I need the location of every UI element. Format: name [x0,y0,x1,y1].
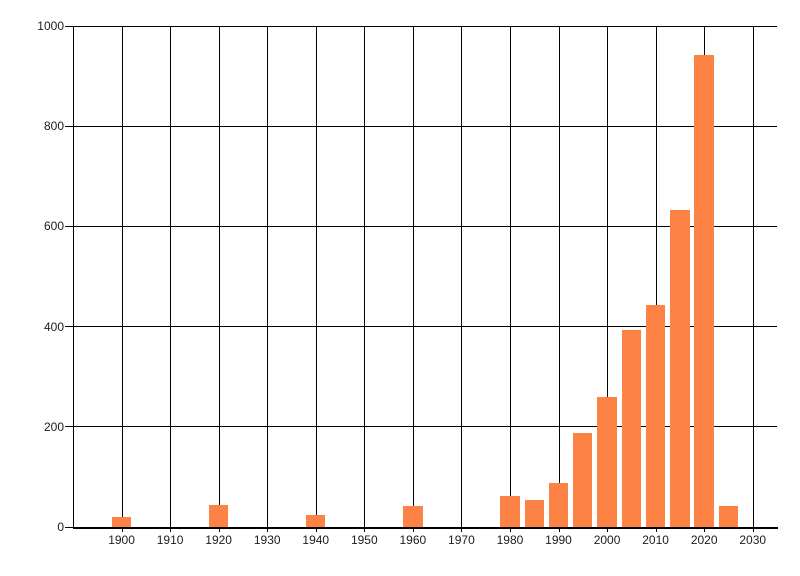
bar [597,397,617,527]
bar [670,210,690,527]
y-tick [65,426,73,428]
x-tick-label: 2000 [593,533,621,547]
y-tick-label: 200 [43,419,64,434]
gridline-vertical [607,26,609,527]
x-tick-label: 2030 [739,533,767,547]
x-tick-label: 2010 [642,533,669,547]
x-tick-label: 1910 [156,533,184,547]
gridline-horizontal [73,426,777,428]
gridline-vertical [752,26,754,527]
x-tick [461,527,463,532]
gridline-vertical [218,26,220,527]
gridline-vertical [558,26,560,527]
y-tick [65,125,73,127]
x-tick-label: 1980 [496,533,524,547]
gridline-horizontal [73,25,777,27]
y-tick-label: 1000 [37,19,64,33]
gridline-vertical [267,26,269,527]
y-tick [65,25,73,27]
gridline-vertical [655,26,657,527]
x-tick-label: 1960 [399,533,427,547]
bar [694,54,714,527]
y-tick [65,526,73,528]
bar [645,304,666,527]
gridline-vertical [509,26,511,527]
x-tick [752,527,754,532]
x-tick [267,527,269,532]
gridline-vertical [121,26,123,527]
bar [208,504,229,527]
bar [548,483,569,527]
gridline-horizontal [73,225,777,227]
gridline-vertical [364,26,366,527]
x-tick-label: 1990 [545,533,572,547]
x-tick [315,527,317,532]
bar [524,499,544,527]
x-tick [607,527,609,532]
y-axis-line [73,26,74,527]
bar [500,495,520,527]
x-tick [121,527,123,532]
x-tick [655,527,657,532]
bar [111,516,132,527]
gridline-vertical [315,26,317,527]
bar [718,506,739,527]
y-tick-label: 800 [43,119,64,134]
x-tick-label: 1970 [448,533,475,547]
x-tick-label: 2020 [690,533,718,547]
x-tick [509,527,511,532]
x-tick [558,527,560,532]
bar [403,506,423,527]
x-tick [704,527,706,532]
y-tick-label: 0 [57,520,64,534]
gridline-vertical [412,26,414,527]
x-tick [170,527,172,532]
y-tick [65,225,73,227]
plot-area [73,25,777,527]
x-tick-label: 1930 [253,533,281,547]
x-tick [218,527,220,532]
gridline-vertical [170,26,172,527]
x-tick-label: 1900 [108,533,135,547]
x-tick-label: 1920 [205,533,232,547]
gridline-horizontal [73,125,777,127]
x-tick [412,527,414,532]
x-tick-label: 1950 [350,533,378,547]
bar [621,329,642,527]
y-tick [65,326,73,328]
y-tick-label: 600 [43,219,64,234]
bar [573,432,593,527]
gridline-vertical [461,26,463,527]
y-tick-label: 400 [43,319,64,334]
x-tick [364,527,366,532]
x-axis-line [73,527,778,529]
gridline-horizontal [73,326,777,328]
x-tick-label: 1940 [302,533,330,547]
bar [306,515,326,527]
